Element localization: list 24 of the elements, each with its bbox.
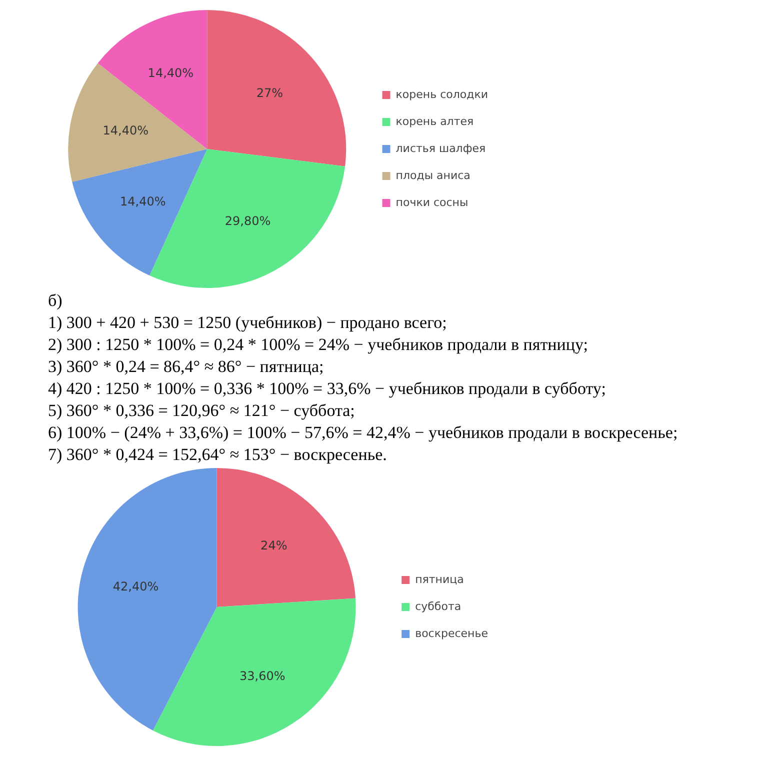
text: 4) 420 : 1250 * 100% = 0,336 * 100% = 33,6% − учебников продали в субботу;	[47, 378, 607, 400]
data-label: 33,60%	[239, 668, 286, 683]
text: 1) 300 + 420 + 530 = 1250 (учебников) − продано всего;	[47, 312, 448, 334]
legend-label: плоды аниса	[396, 168, 470, 182]
text: 2) 300 : 1250 * 100% = 0,24 * 100% = 24% − учебников продали в пятницу;	[47, 334, 589, 356]
legend-label: воскресенье	[415, 626, 488, 640]
data-label: 14,40%	[120, 194, 166, 208]
data-label: 27%	[256, 86, 284, 100]
data-label: 42,40%	[112, 579, 159, 594]
legend-label: пятница	[415, 572, 464, 586]
text: 5) 360° * 0,336 = 120,96° ≈ 121° − суббота;	[47, 400, 356, 422]
text: 3) 360° * 0,24 = 86,4° ≈ 86° − пятница;	[47, 356, 325, 378]
data-label: 24%	[260, 538, 288, 552]
data-label: 14,40%	[102, 123, 149, 138]
data-label: 14,40%	[148, 66, 194, 80]
text: 6) 100% − (24% + 33,6%) = 100% − 57,6% = 42,4% − учебников продали в воскресенье;	[47, 422, 679, 444]
legend-label: суббота	[415, 600, 462, 613]
legend-label: корень солодки	[396, 88, 488, 101]
legend-label: почки сосны	[396, 196, 468, 209]
data-label: 29,80%	[224, 214, 271, 228]
text: 7) 360° * 0,424 = 152,64° ≈ 153° − воскресенье.	[47, 444, 388, 466]
legend-label: корень алтея	[396, 114, 474, 128]
text: б)	[47, 290, 64, 312]
legend-label: листья шалфея	[396, 142, 486, 155]
